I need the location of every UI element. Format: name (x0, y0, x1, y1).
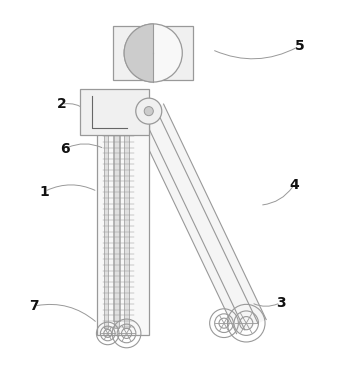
Bar (113, 26, 193, 80)
Bar (104, 118, 108, 328)
Text: 3: 3 (276, 296, 285, 309)
Polygon shape (124, 24, 153, 82)
Circle shape (124, 24, 182, 82)
Text: 5: 5 (294, 39, 304, 53)
Bar (97, 111, 149, 335)
Circle shape (136, 98, 162, 124)
Circle shape (144, 106, 153, 116)
Bar (124, 118, 129, 328)
Text: 6: 6 (60, 142, 70, 156)
Text: 4: 4 (289, 178, 299, 192)
Polygon shape (134, 104, 266, 334)
Bar (80, 89, 149, 135)
Text: 2: 2 (57, 97, 66, 111)
Bar (113, 125, 120, 321)
Text: 1: 1 (40, 185, 49, 198)
Text: 7: 7 (29, 299, 39, 313)
Bar (114, 118, 119, 328)
